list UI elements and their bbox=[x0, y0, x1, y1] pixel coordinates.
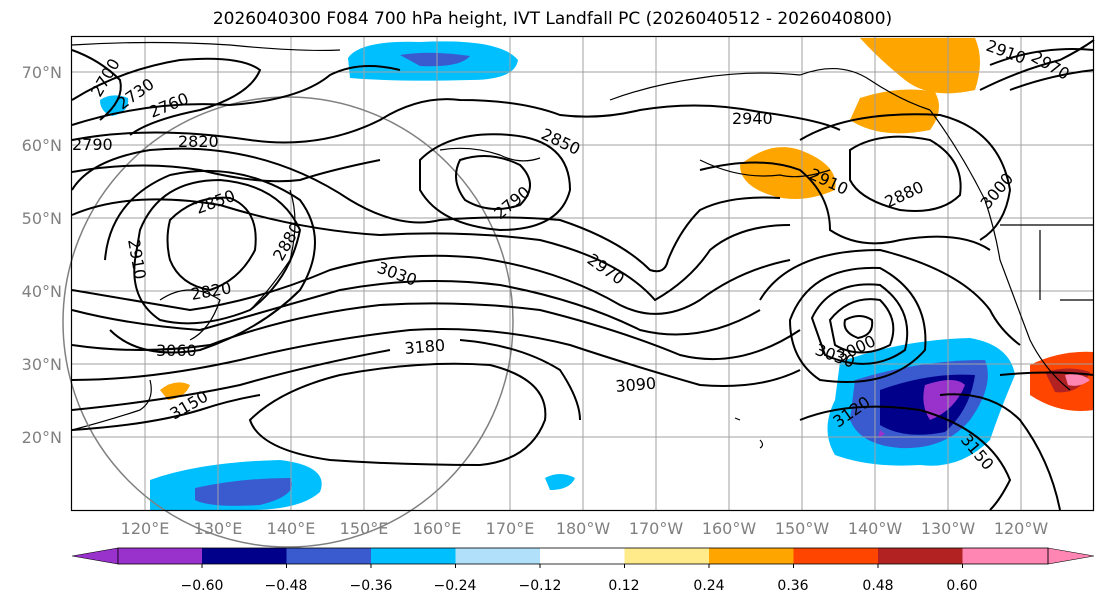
contour-label: 2880 bbox=[882, 177, 927, 211]
contour-label: 3000 bbox=[977, 169, 1018, 212]
contour-label: 2970 bbox=[584, 250, 628, 289]
colorbar-segment bbox=[455, 548, 540, 564]
contour-label: 2820 bbox=[189, 278, 232, 304]
contour-label: 2880 bbox=[269, 219, 306, 264]
colorbar-segment bbox=[118, 548, 202, 564]
coastlines bbox=[71, 41, 1094, 449]
contour-label: 2850 bbox=[538, 124, 583, 158]
colorbar-tick-label: 0.48 bbox=[862, 578, 893, 594]
longitude-labels: 120°E 130°E 140°E 150°E 160°E 170°E 180°… bbox=[121, 519, 1049, 538]
colorbar-segment bbox=[962, 548, 1048, 564]
longitude-label: 180°W bbox=[556, 519, 611, 538]
latitude-label: 30°N bbox=[22, 355, 62, 374]
contour-label: 2790 bbox=[72, 135, 113, 154]
longitude-label: 140°W bbox=[848, 519, 903, 538]
colorbar bbox=[71, 547, 1095, 568]
colorbar-segment bbox=[286, 548, 371, 564]
range-circle bbox=[62, 96, 514, 548]
contour-label: 3180 bbox=[404, 336, 446, 358]
colorbar-tick-label: −0.12 bbox=[519, 578, 562, 594]
longitude-label: 170°E bbox=[486, 519, 535, 538]
contour-label: 2910 bbox=[124, 237, 150, 280]
map-frame bbox=[70, 35, 1095, 512]
colorbar-tick-label: 0.12 bbox=[608, 578, 639, 594]
colorbar-segment bbox=[202, 548, 287, 564]
colorbar-tick-label: −0.24 bbox=[434, 578, 477, 594]
colorbar-frame bbox=[117, 547, 1049, 565]
colorbar-segment bbox=[371, 548, 456, 564]
colorbar-extend-min bbox=[71, 547, 119, 565]
longitude-label: 170°W bbox=[629, 519, 684, 538]
colorbar-segment bbox=[624, 548, 709, 564]
contour-label: 2820 bbox=[178, 132, 219, 151]
colorbar-tick-label: −0.48 bbox=[265, 578, 308, 594]
latitude-label: 50°N bbox=[22, 209, 62, 228]
colorbar-tick-label: 0.60 bbox=[946, 578, 977, 594]
latitude-label: 70°N bbox=[22, 63, 62, 82]
longitude-label: 160°W bbox=[702, 519, 757, 538]
colorbar-segment bbox=[709, 548, 794, 564]
contour-label: 2940 bbox=[732, 109, 773, 128]
latitude-label: 20°N bbox=[22, 428, 62, 447]
ivt-shading bbox=[100, 38, 1094, 510]
colorbar-segment bbox=[540, 548, 625, 564]
longitude-label: 130°E bbox=[194, 519, 243, 538]
colorbar-segment bbox=[878, 548, 963, 564]
contour-label: 2910 bbox=[984, 36, 1029, 68]
colorbar-tick-label: 0.36 bbox=[777, 578, 808, 594]
longitude-label: 120°E bbox=[121, 519, 170, 538]
colorbar-extend-max bbox=[1047, 547, 1095, 565]
map-title: 2026040300 F084 700 hPa height, IVT Land… bbox=[212, 9, 893, 29]
longitude-label: 160°E bbox=[413, 519, 462, 538]
colorbar-segment bbox=[793, 548, 878, 564]
longitude-label: 150°E bbox=[340, 519, 389, 538]
latitude-label: 40°N bbox=[22, 282, 62, 301]
colorbar-tick-label: −0.36 bbox=[350, 578, 393, 594]
longitude-label: 120°W bbox=[994, 519, 1049, 538]
colorbar-tick-label: 0.24 bbox=[693, 578, 724, 594]
contour-label: 3060 bbox=[156, 341, 197, 360]
colorbar-tick-label: −0.60 bbox=[181, 578, 224, 594]
latitude-label: 60°N bbox=[22, 136, 62, 155]
longitude-label: 150°W bbox=[775, 519, 830, 538]
latitude-labels: 70°N 60°N 50°N 40°N 30°N 20°N bbox=[22, 63, 62, 447]
lat-lon-gridlines bbox=[72, 37, 1094, 510]
contour-label: 2850 bbox=[193, 186, 238, 218]
longitude-label: 130°W bbox=[921, 519, 976, 538]
height-contours bbox=[71, 39, 1095, 511]
longitude-label: 140°E bbox=[267, 519, 316, 538]
colorbar-tick-labels: −0.60 −0.48 −0.36 −0.24 −0.12 0.12 0.24 … bbox=[181, 578, 978, 594]
contour-label: 3090 bbox=[615, 374, 657, 396]
